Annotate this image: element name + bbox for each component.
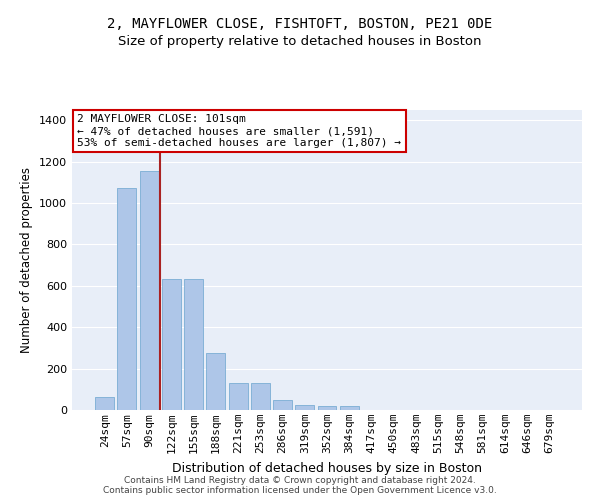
Text: 2 MAYFLOWER CLOSE: 101sqm
← 47% of detached houses are smaller (1,591)
53% of se: 2 MAYFLOWER CLOSE: 101sqm ← 47% of detac… — [77, 114, 401, 148]
X-axis label: Distribution of detached houses by size in Boston: Distribution of detached houses by size … — [172, 462, 482, 474]
Bar — [140, 171, 158, 410]
Y-axis label: Number of detached properties: Number of detached properties — [20, 167, 34, 353]
Bar — [251, 383, 270, 410]
Bar — [118, 188, 136, 410]
Bar — [95, 396, 114, 410]
Bar — [162, 278, 181, 410]
Bar — [273, 400, 292, 410]
Text: 2, MAYFLOWER CLOSE, FISHTOFT, BOSTON, PE21 0DE: 2, MAYFLOWER CLOSE, FISHTOFT, BOSTON, PE… — [107, 18, 493, 32]
Text: Contains HM Land Registry data © Crown copyright and database right 2024.
Contai: Contains HM Land Registry data © Crown c… — [103, 476, 497, 495]
Text: Size of property relative to detached houses in Boston: Size of property relative to detached ho… — [118, 35, 482, 48]
Bar — [229, 383, 248, 410]
Bar — [295, 405, 314, 410]
Bar — [317, 406, 337, 410]
Bar — [206, 353, 225, 410]
Bar — [184, 278, 203, 410]
Bar — [340, 406, 359, 410]
